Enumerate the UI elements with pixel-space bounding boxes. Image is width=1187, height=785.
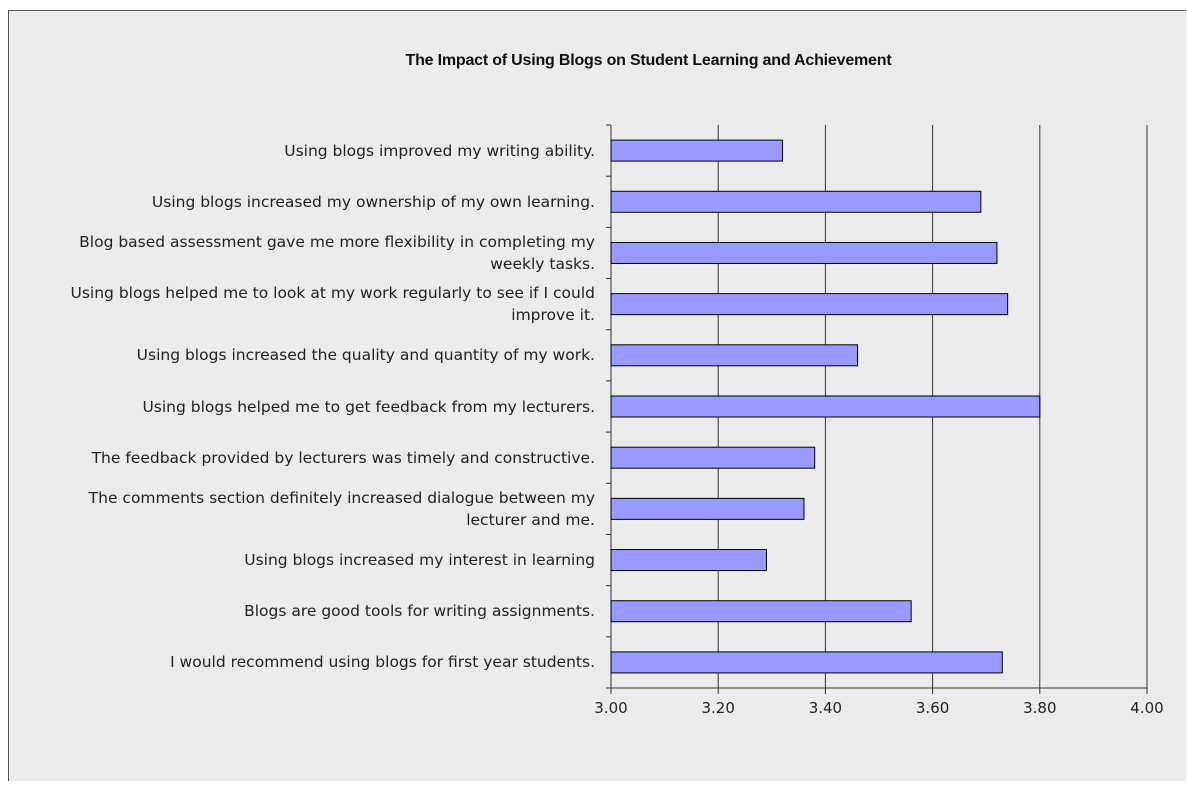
category-label: Using blogs helped me to look at my work… (70, 284, 596, 325)
category-label: Blogs are good tools for writing assignm… (244, 602, 595, 621)
category-label: I would recommend using blogs for first … (170, 653, 595, 672)
category-label: Using blogs improved my writing ability. (284, 141, 595, 160)
bar (610, 139, 784, 162)
category-label: Using blogs increased my interest in lea… (244, 551, 595, 570)
bar (610, 446, 816, 469)
x-tick-label: 4.00 (1130, 699, 1163, 717)
bar (610, 600, 912, 623)
chart-title: The Impact of Using Blogs on Student Lea… (405, 52, 892, 69)
bar (610, 497, 805, 520)
category-label: Blog based assessment gave me more flexi… (79, 232, 595, 273)
category-label: The feedback provided by lecturers was t… (91, 448, 595, 467)
bar (610, 190, 982, 213)
x-tick-label: 3.60 (916, 699, 949, 717)
category-label: Using blogs increased the quality and qu… (136, 346, 595, 365)
bar (610, 395, 1041, 418)
category-label: Using blogs helped me to get feedback fr… (142, 397, 595, 416)
category-label: Using blogs increased my ownership of my… (151, 192, 595, 211)
x-tick-label: 3.20 (701, 699, 734, 717)
category-label: The comments section definitely increase… (88, 488, 595, 529)
x-tick-label: 3.00 (594, 699, 627, 717)
x-tick-label: 3.80 (1023, 699, 1056, 717)
bar (610, 549, 767, 572)
bar (610, 344, 859, 367)
x-tick-label: 3.40 (809, 699, 842, 717)
bar (610, 293, 1009, 316)
bar (610, 241, 998, 264)
bar (610, 651, 1003, 674)
